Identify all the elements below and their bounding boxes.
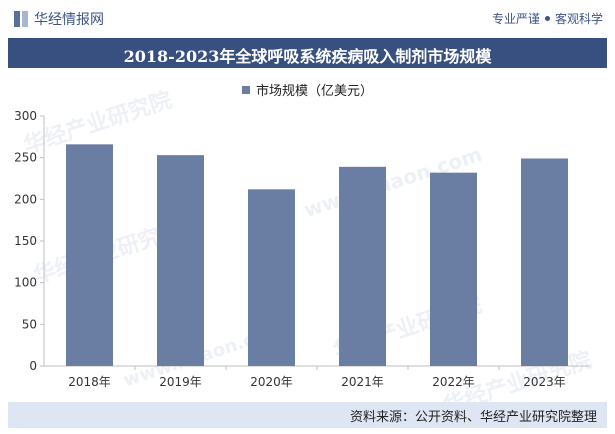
bar-6 (521, 158, 568, 366)
y-tick-label: 200 (14, 192, 37, 206)
bar-2 (157, 155, 204, 366)
tagline-part1: 专业严谨 (491, 12, 540, 26)
chart-title: 2018-2023年全球呼吸系统疾病吸入制剂市场规模 (123, 47, 492, 66)
bar-5 (430, 172, 477, 366)
y-tick-label: 150 (14, 234, 37, 248)
bar-4 (339, 166, 386, 366)
footer-bar: 资料来源：公开资料、华经产业研究院整理 (8, 402, 607, 428)
y-tick-label: 100 (14, 276, 37, 290)
y-tick-label: 250 (14, 151, 37, 165)
y-tick-label: 0 (29, 359, 37, 373)
legend: 市场规模（亿美元） (242, 80, 373, 99)
bar-1 (66, 144, 113, 366)
y-tick-label: 50 (22, 317, 37, 331)
tagline-part2: 客观科学 (554, 12, 603, 26)
bar-3 (248, 189, 295, 366)
x-tick-label: 2022年 (432, 375, 475, 389)
x-tick-label: 2023年 (523, 375, 566, 389)
brand: 华经情报网 (14, 9, 104, 29)
x-tick-label: 2020年 (250, 375, 293, 389)
tagline: 专业严谨 客观科学 (492, 10, 603, 27)
x-tick-label: 2021年 (341, 375, 384, 389)
tagline-dot-icon (544, 16, 550, 21)
y-tick-label: 300 (14, 109, 37, 123)
brand-logo-icon (14, 11, 28, 27)
legend-swatch (242, 85, 250, 94)
title-bar: 2018-2023年全球呼吸系统疾病吸入制剂市场规模 (8, 38, 607, 68)
legend-label: 市场规模（亿美元） (256, 84, 374, 99)
x-tick-label: 2018年 (68, 375, 111, 389)
brand-name: 华经情报网 (34, 12, 104, 28)
top-bar: 华经情报网 专业严谨 客观科学 (0, 0, 615, 36)
x-tick-label: 2019年 (159, 375, 202, 389)
source-note: 资料来源：公开资料、华经产业研究院整理 (349, 410, 597, 425)
